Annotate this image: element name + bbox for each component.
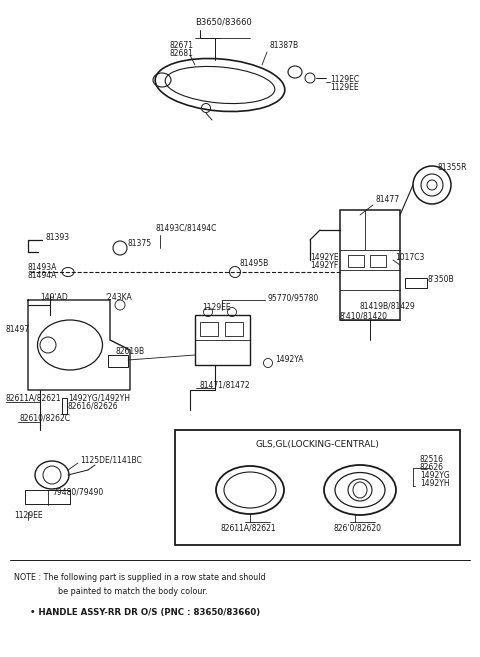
Bar (200, 322, 218, 336)
Text: 81493A: 81493A (28, 263, 58, 273)
Bar (108, 355, 128, 367)
Text: 8'410/81420: 8'410/81420 (340, 311, 388, 321)
Text: 1492YH: 1492YH (420, 480, 450, 489)
Text: 82610/8262C: 82610/8262C (20, 413, 71, 422)
Bar (370, 255, 386, 267)
Text: 1129EE: 1129EE (330, 83, 359, 93)
Text: 82681: 82681 (170, 49, 194, 58)
Text: be painted to match the body colour.: be painted to match the body colour. (58, 587, 207, 597)
Text: NOTE : The following part is supplied in a row state and should: NOTE : The following part is supplied in… (14, 574, 265, 583)
Text: 1129EE: 1129EE (202, 304, 230, 313)
Text: 1125DE/1141BC: 1125DE/1141BC (80, 455, 142, 464)
Bar (195, 315, 250, 365)
Text: 82611A/82621: 82611A/82621 (220, 524, 276, 533)
Text: 79480/79490: 79480/79490 (52, 487, 103, 497)
Text: 826'0/82620: 826'0/82620 (334, 524, 382, 533)
Text: 81493C/81494C: 81493C/81494C (155, 223, 216, 233)
Text: 1129EE: 1129EE (14, 512, 43, 520)
Text: GLS,GL(LOCKING-CENTRAL): GLS,GL(LOCKING-CENTRAL) (255, 440, 379, 449)
Text: 82626: 82626 (420, 463, 444, 472)
Text: 1129EC: 1129EC (330, 76, 359, 85)
Text: • HANDLE ASSY-RR DR O/S (PNC : 83650/83660): • HANDLE ASSY-RR DR O/S (PNC : 83650/836… (30, 608, 260, 616)
Text: 95770/95780: 95770/95780 (267, 294, 318, 302)
Text: 81419B/81429: 81419B/81429 (360, 302, 416, 311)
Bar (340, 210, 400, 320)
Text: 82616/82626: 82616/82626 (68, 401, 119, 411)
Text: 82611A/82621: 82611A/82621 (6, 394, 61, 403)
Text: 81495B: 81495B (240, 258, 269, 267)
Text: 1017C3: 1017C3 (395, 252, 424, 261)
Bar (405, 278, 427, 288)
Bar (348, 255, 364, 267)
Text: 82516: 82516 (420, 455, 444, 464)
Text: 82671: 82671 (170, 41, 194, 51)
Bar (175, 430, 460, 545)
Text: '243KA: '243KA (105, 294, 132, 302)
Bar (25, 490, 70, 504)
Text: 1492YF: 1492YF (310, 261, 338, 271)
Text: 1492YE: 1492YE (310, 254, 338, 263)
Text: 81355R: 81355R (438, 164, 468, 173)
Text: 8'350B: 8'350B (428, 275, 455, 284)
Text: 81471/81472: 81471/81472 (200, 380, 251, 390)
Text: 82619B: 82619B (115, 348, 144, 357)
Text: 81494A: 81494A (28, 271, 58, 281)
Text: 81393: 81393 (46, 233, 70, 242)
Text: 81477: 81477 (375, 196, 399, 204)
Text: 1492YA: 1492YA (275, 355, 303, 365)
Text: 1492YG: 1492YG (420, 472, 450, 480)
Text: 1492YG/1492YH: 1492YG/1492YH (68, 394, 130, 403)
Bar (225, 322, 243, 336)
Text: 81387B: 81387B (270, 41, 299, 51)
Text: 149'AD: 149'AD (40, 294, 68, 302)
Text: B3650/83660: B3650/83660 (195, 18, 252, 26)
Text: 81375: 81375 (128, 240, 152, 248)
Bar (62, 398, 67, 414)
Text: 81497: 81497 (6, 325, 30, 334)
